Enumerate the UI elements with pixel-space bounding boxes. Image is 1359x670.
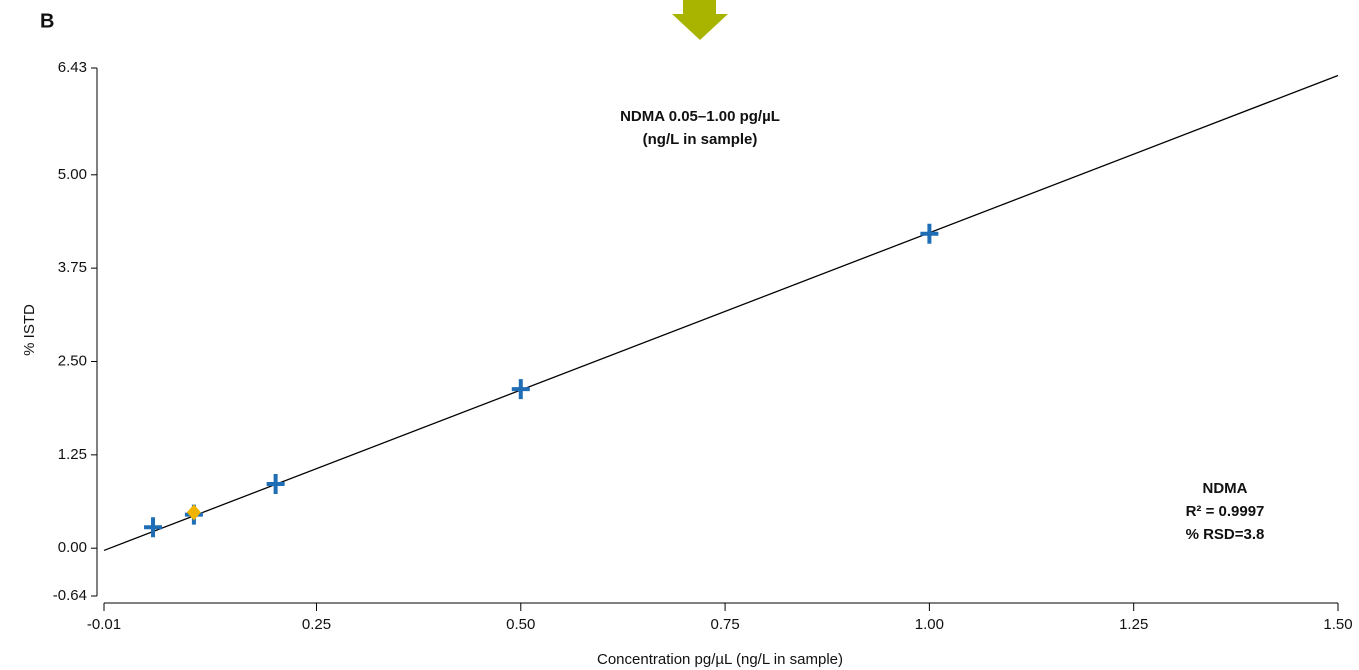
y-tick-label: 5.00: [58, 166, 87, 183]
x-tick-label: 1.00: [915, 616, 944, 633]
x-axis-label: Concentration pg/µL (ng/L in sample): [597, 651, 843, 668]
y-tick-label: 2.50: [58, 352, 87, 369]
point: [920, 223, 939, 244]
x-tick-label: 0.25: [302, 616, 331, 633]
fit-line: [103, 74, 1339, 552]
x-tick-label: 0.75: [710, 616, 739, 633]
arrow: [672, 0, 728, 40]
annotation: % RSD=3.8: [1186, 526, 1265, 543]
chart-subtitle: (ng/L in sample): [643, 131, 758, 148]
x-tick-label: -0.01: [87, 616, 121, 633]
y-tick-label: 3.75: [58, 259, 87, 276]
point: [186, 504, 201, 521]
y-axis-label: % ISTD: [21, 304, 38, 356]
panel-label: B: [40, 10, 54, 32]
y-tick-label: 6.43: [58, 59, 87, 76]
point: [511, 379, 530, 400]
y-tick-label: -0.64: [53, 587, 87, 604]
x-tick-label: 1.25: [1119, 616, 1148, 633]
y-tick-label: 0.00: [58, 539, 87, 556]
x-tick-label: 1.50: [1323, 616, 1352, 633]
annotation: R² = 0.9997: [1186, 503, 1265, 520]
point: [144, 517, 163, 538]
y-tick-label: 1.25: [58, 446, 87, 463]
x-tick-label: 0.50: [506, 616, 535, 633]
annotation: NDMA: [1203, 480, 1248, 497]
point: [266, 473, 285, 494]
chart-title: NDMA 0.05–1.00 pg/µL: [620, 108, 780, 125]
